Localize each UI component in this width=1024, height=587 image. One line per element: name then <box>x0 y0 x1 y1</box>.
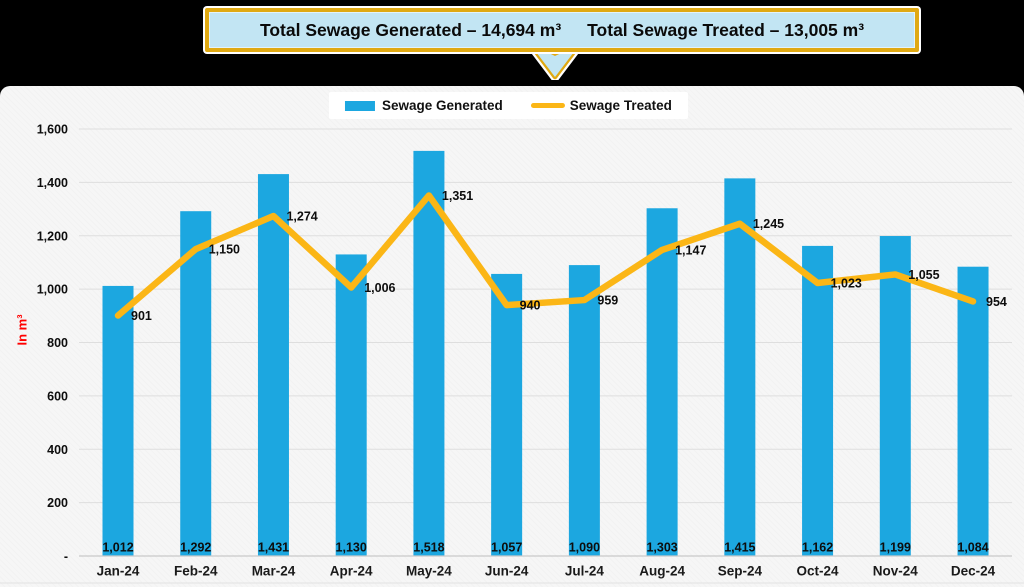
bar-sewage-generated <box>646 208 678 556</box>
line-value-label: 1,055 <box>908 268 939 282</box>
x-tick-label: Jul-24 <box>565 564 605 579</box>
y-tick-label: 1,000 <box>37 283 68 297</box>
bar-value-label: 1,057 <box>491 541 522 555</box>
legend-label-generated: Sewage Generated <box>381 98 503 113</box>
bar-value-label: 1,303 <box>646 541 677 555</box>
line-value-label: 1,023 <box>831 276 862 290</box>
x-tick-label: Apr-24 <box>330 564 373 579</box>
totals-banner: Total Sewage Generated – 14,694 m³ Total… <box>205 8 919 52</box>
bar-value-label: 1,199 <box>880 541 911 555</box>
bar-sewage-generated <box>257 174 289 556</box>
x-tick-label: Sep-24 <box>718 564 763 579</box>
x-tick-label: Aug-24 <box>639 564 685 579</box>
y-tick-label: 1,600 <box>37 123 68 137</box>
line-value-label: 954 <box>986 295 1007 309</box>
line-value-label: 1,147 <box>675 243 706 257</box>
bar-value-label: 1,012 <box>102 541 133 555</box>
x-tick-label: Oct-24 <box>797 564 840 579</box>
line-value-label: 1,006 <box>364 281 395 295</box>
x-tick-label: May-24 <box>406 564 452 579</box>
legend-item-sewage-generated: Sewage Generated <box>344 98 503 113</box>
line-value-label: 1,245 <box>753 217 784 231</box>
bar-value-label: 1,130 <box>336 541 367 555</box>
bar-sewage-generated <box>724 178 756 556</box>
bar-value-label: 1,162 <box>802 541 833 555</box>
bar-sewage-generated <box>957 266 989 556</box>
bar-sewage-generated <box>335 254 367 556</box>
line-value-label: 1,351 <box>442 189 473 203</box>
x-tick-label: Dec-24 <box>951 564 996 579</box>
line-sewage-treated <box>114 192 977 319</box>
y-axis-title: In m³ <box>14 314 30 346</box>
bar-sewage-generated <box>491 273 523 556</box>
x-tick-label: Jan-24 <box>97 564 140 579</box>
line-value-label: 1,274 <box>286 210 317 224</box>
bar-value-label: 1,518 <box>413 541 444 555</box>
chart-card: Sewage Generated Sewage Treated In m³ - 2… <box>0 86 1024 587</box>
banner-pointer-arrow-icon <box>527 44 583 80</box>
x-tick-label: Nov-24 <box>873 564 919 579</box>
bar-sewage-generated <box>102 285 134 556</box>
x-tick-label: Mar-24 <box>252 564 296 579</box>
bar-value-label: 1,084 <box>957 541 988 555</box>
y-tick-label: 800 <box>47 336 68 350</box>
bar-sewage-generated <box>413 150 445 556</box>
legend-label-treated: Sewage Treated <box>569 98 672 113</box>
bar-sewage-generated <box>879 236 911 556</box>
y-tick-label: - <box>64 550 68 564</box>
bar-value-label: 1,090 <box>569 541 600 555</box>
line-value-label: 959 <box>597 294 618 308</box>
y-tick-label: 1,200 <box>37 229 68 243</box>
chart-plot: - 200 400 600 800 1,000 1,200 1,400 1,600 1,012 1,… <box>0 123 1024 584</box>
bar-value-label: 1,292 <box>180 541 211 555</box>
y-tick-label: 200 <box>47 496 68 510</box>
bar-sewage-generated <box>802 245 834 557</box>
bar-series-swatch-icon <box>344 100 375 111</box>
y-tick-label: 600 <box>47 389 68 403</box>
line-series-swatch-icon <box>530 102 565 109</box>
chart-legend: Sewage Generated Sewage Treated <box>328 92 688 119</box>
total-treated-text: Total Sewage Treated – 13,005 m³ <box>587 19 865 40</box>
bar-sewage-generated <box>180 211 212 556</box>
bar-sewage-generated <box>568 265 600 556</box>
y-tick-label: 1,400 <box>37 176 68 190</box>
legend-item-sewage-treated: Sewage Treated <box>530 98 672 113</box>
x-tick-label: Feb-24 <box>174 564 218 579</box>
total-generated-text: Total Sewage Generated – 14,694 m³ <box>259 19 562 40</box>
y-tick-label: 400 <box>47 443 68 457</box>
line-value-label: 901 <box>131 309 152 323</box>
line-value-label: 1,150 <box>209 243 240 257</box>
x-tick-label: Jun-24 <box>485 564 529 579</box>
bar-value-label: 1,415 <box>724 541 755 555</box>
line-value-label: 940 <box>520 299 541 313</box>
bar-value-label: 1,431 <box>258 541 289 555</box>
